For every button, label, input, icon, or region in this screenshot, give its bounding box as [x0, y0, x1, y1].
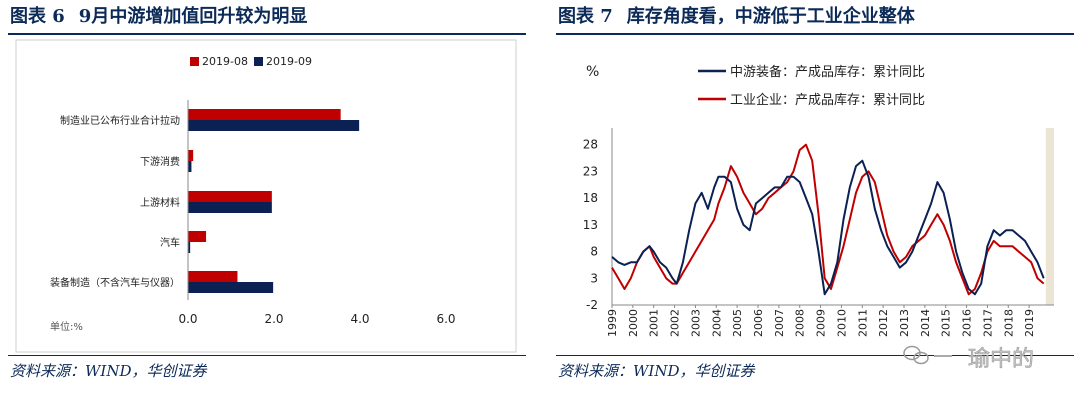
bar-2019-09 — [188, 120, 360, 131]
right-footer-rule — [556, 355, 1074, 356]
x-tick-label: 2016 — [961, 309, 974, 337]
bar-2019-09 — [188, 202, 272, 213]
x-tick-label: 2000 — [627, 309, 640, 337]
x-tick-label: 2011 — [856, 309, 869, 337]
x-tick-label: 2010 — [835, 309, 848, 337]
left-source: 资料来源：WIND，华创证券 — [10, 362, 207, 380]
y-tick-label: 8 — [590, 245, 598, 259]
left-chart-panel: 图表 6 9月中游增加值回升较为明显 2019-08 2019-09 制造业已公布行业… — [8, 0, 526, 380]
x-tick-label: 2006 — [752, 309, 765, 337]
category-label: 装备制造（不含汽车与仪器） — [50, 276, 180, 289]
watermark-logo — [903, 345, 952, 365]
watermark-text: 瑜中的 — [968, 347, 1035, 373]
x-tick-label: 2001 — [648, 309, 661, 337]
bar-2019-09 — [188, 282, 274, 293]
x-tick-label: 2007 — [773, 309, 786, 337]
x-tick-label: 2014 — [919, 309, 932, 337]
x-tick-label: 2012 — [877, 309, 890, 337]
x-tick-label: 4.0 — [350, 312, 369, 326]
unit-label: % — [586, 64, 599, 80]
category-label: 制造业已公布行业合计拉动 — [60, 114, 180, 127]
series-line-0 — [611, 159, 1045, 296]
bar-2019-08 — [188, 191, 272, 202]
x-tick-label: 2015 — [940, 309, 953, 337]
shaded-region — [1045, 128, 1054, 305]
left-footer-rule — [8, 355, 526, 356]
wechat-icon — [903, 345, 929, 365]
x-tick-label: 2003 — [689, 309, 702, 337]
legend-label-0: 中游装备：产成品库存：累计同比 — [730, 64, 925, 80]
bar-2019-08 — [188, 231, 207, 242]
right-chart-panel: 图表 7 库存角度看，中游低于工业企业整体 % -2 3 8 13 18 23 28 1999 2… — [556, 0, 1074, 380]
bar-2019-09 — [188, 242, 191, 253]
x-tick-label: 1999 — [606, 309, 619, 337]
x-tick-label: 2.0 — [264, 312, 283, 326]
legend-label-2019-09: 2019-09 — [266, 55, 312, 68]
x-tick-label: 6.0 — [436, 312, 455, 326]
unit-label: 单位:% — [50, 320, 83, 333]
legend-label-2019-08: 2019-08 — [202, 55, 248, 68]
x-tick-label: 2005 — [731, 309, 744, 337]
x-tick-label: 2018 — [1002, 309, 1015, 337]
y-tick-label: -2 — [586, 298, 598, 312]
x-tick-label: 2008 — [794, 309, 807, 337]
bar-chart: 2019-08 2019-09 制造业已公布行业合计拉动下游消费上游材料汽车装备制造… — [15, 39, 517, 353]
category-label: 汽车 — [160, 236, 180, 249]
legend-swatch-2019-09 — [254, 57, 263, 66]
plot-frame — [15, 39, 517, 353]
x-tick-label: 2019 — [1023, 309, 1036, 337]
category-label: 上游材料 — [140, 196, 180, 209]
series-line-1 — [611, 143, 1045, 296]
y-tick-label: 28 — [583, 138, 598, 152]
legend-label-1: 工业企业：产成品库存：累计同比 — [730, 92, 925, 108]
line-chart: % -2 3 8 13 18 23 28 1999 2000 2001 2002 2003 2004 20… — [583, 64, 1054, 337]
x-tick-label: 2002 — [669, 309, 682, 337]
bar-2019-09 — [188, 161, 192, 172]
x-tick-label: 2009 — [815, 309, 828, 337]
y-tick-label: 23 — [583, 164, 598, 178]
bar-2019-08 — [188, 109, 341, 120]
x-tick-label: 2017 — [981, 309, 994, 337]
legend-swatch-2019-08 — [190, 57, 199, 66]
y-tick-label: 18 — [583, 191, 598, 205]
right-source: 资料来源：WIND，华创证券 — [558, 362, 755, 380]
x-tick-label: 0.0 — [178, 312, 197, 326]
y-tick-label: 3 — [590, 271, 598, 285]
x-tick-label: 2004 — [710, 309, 723, 337]
bar-2019-08 — [188, 271, 238, 282]
left-chart-title: 图表 6 9月中游增加值回升较为明显 — [8, 0, 526, 35]
bar-2019-08 — [188, 150, 194, 161]
category-label: 下游消费 — [140, 155, 180, 168]
y-tick-label: 13 — [583, 218, 598, 232]
x-tick-label: 2013 — [898, 309, 911, 337]
right-chart-title: 图表 7 库存角度看，中游低于工业企业整体 — [556, 0, 1074, 35]
